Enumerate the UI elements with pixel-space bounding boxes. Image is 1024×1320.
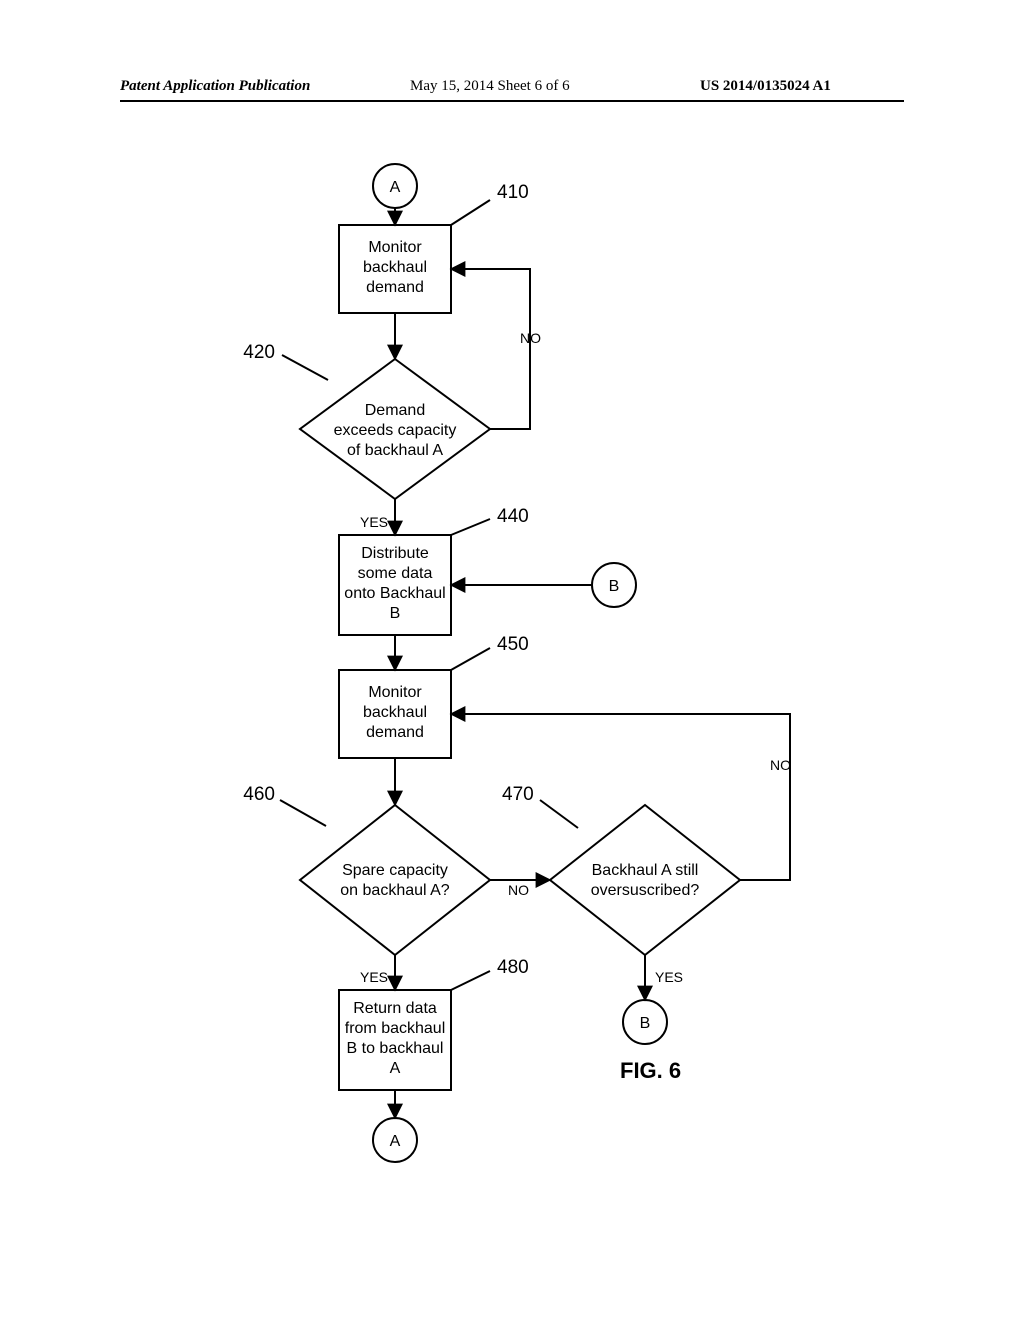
node-410-line3: demand	[366, 279, 424, 296]
ref-450-leader	[451, 648, 490, 670]
node-450: Monitor backhaul demand	[339, 670, 451, 758]
node-480-line1: Return data	[353, 1000, 437, 1017]
connector-b-bottom: B	[623, 1000, 667, 1044]
node-420-line2: exceeds capacity	[334, 422, 457, 439]
node-470-line1: Backhaul A still	[592, 862, 699, 879]
node-450-line3: demand	[366, 724, 424, 741]
node-480-line2: from backhaul	[345, 1020, 446, 1037]
label-460-yes: YES	[360, 969, 388, 985]
node-410: Monitor backhaul demand	[339, 225, 451, 313]
page: Patent Application Publication May 15, 2…	[0, 0, 1024, 1320]
node-480: Return data from backhaul B to backhaul …	[339, 990, 451, 1090]
node-470: Backhaul A still oversuscribed?	[550, 805, 740, 955]
node-470-line2: oversuscribed?	[591, 882, 700, 899]
connector-a-top: A	[373, 164, 417, 208]
connector-b-bottom-label: B	[640, 1015, 651, 1032]
connector-a-bottom-label: A	[390, 1133, 401, 1150]
node-440-line4: B	[390, 605, 401, 622]
ref-460: 460	[243, 784, 275, 805]
node-440-line2: some data	[358, 565, 433, 582]
label-470-yes: YES	[655, 969, 683, 985]
ref-480-leader	[451, 971, 490, 990]
ref-410-leader	[451, 200, 490, 225]
ref-480: 480	[497, 957, 529, 978]
ref-440: 440	[497, 506, 529, 527]
node-440: Distribute some data onto Backhaul B	[339, 535, 451, 635]
ref-410: 410	[497, 182, 529, 203]
figure-label: FIG. 6	[620, 1058, 681, 1083]
ref-420: 420	[243, 342, 275, 363]
node-450-line1: Monitor	[368, 684, 422, 701]
node-460-line2: on backhaul A?	[340, 882, 450, 899]
ref-440-leader	[451, 519, 490, 535]
ref-450: 450	[497, 634, 529, 655]
node-440-line3: onto Backhaul	[344, 585, 445, 602]
node-440-line1: Distribute	[361, 545, 429, 562]
node-480-line4: A	[390, 1060, 401, 1077]
flowchart-svg: A Monitor backhaul demand 410 Demand exc…	[0, 0, 1024, 1320]
ref-420-leader	[282, 355, 328, 380]
edge-420-no: NO	[451, 269, 541, 429]
label-420-no: NO	[520, 330, 541, 346]
node-420: Demand exceeds capacity of backhaul A	[300, 359, 490, 499]
label-420-yes: YES	[360, 514, 388, 530]
node-420-line3: of backhaul A	[347, 442, 443, 459]
connector-b-right: B	[592, 563, 636, 607]
node-410-line2: backhaul	[363, 259, 427, 276]
node-420-line1: Demand	[365, 402, 425, 419]
node-460-line1: Spare capacity	[342, 862, 448, 879]
ref-470-leader	[540, 800, 578, 828]
node-450-line2: backhaul	[363, 704, 427, 721]
label-460-no: NO	[508, 882, 529, 898]
node-410-line1: Monitor	[368, 239, 422, 256]
node-460: Spare capacity on backhaul A?	[300, 805, 490, 955]
connector-a-bottom: A	[373, 1118, 417, 1162]
node-480-line3: B to backhaul	[347, 1040, 444, 1057]
connector-b-right-label: B	[609, 578, 620, 595]
ref-470: 470	[502, 784, 534, 805]
label-470-no: NO	[770, 757, 791, 773]
connector-a-top-label: A	[390, 179, 401, 196]
ref-460-leader	[280, 800, 326, 826]
